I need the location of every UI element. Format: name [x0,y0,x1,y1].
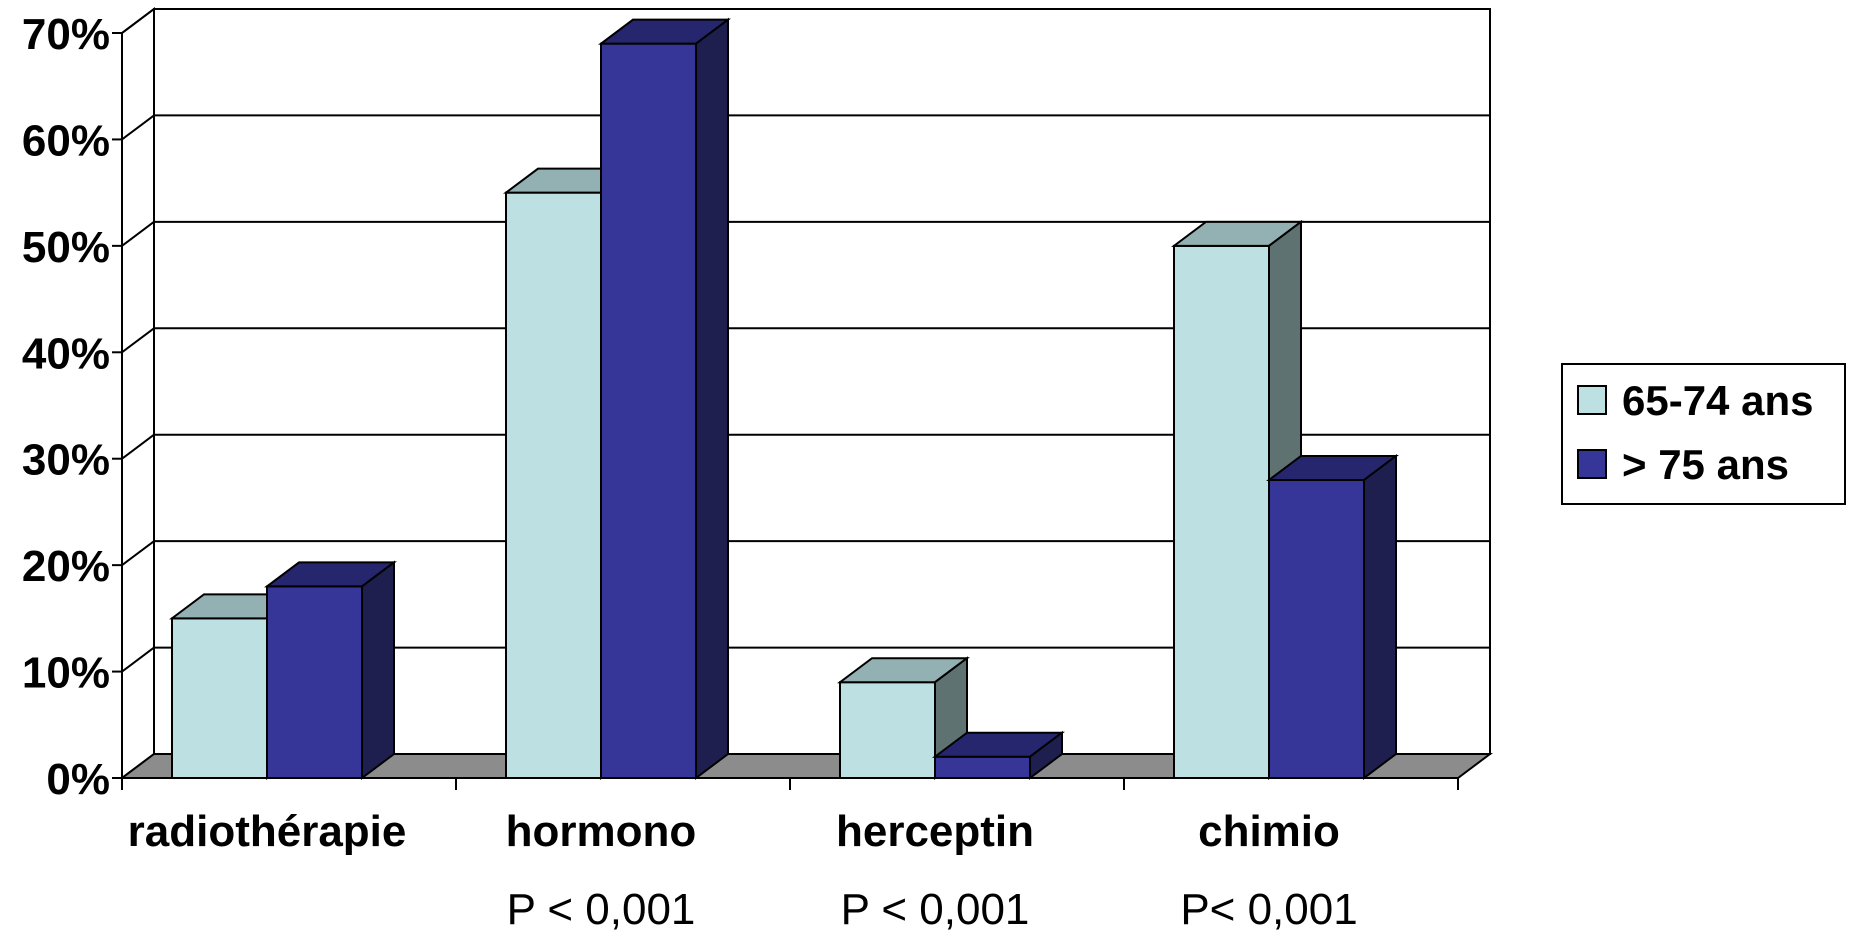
legend-swatch [1577,449,1607,479]
gridline-side [121,221,155,247]
y-tick-label: 30% [22,436,110,485]
x-axis: radiothérapie hormono P < 0,001 herceptin P … [121,777,1459,934]
x-category-label: radiothérapie [128,807,407,856]
legend: 65-74 ans > 75 ans [1561,363,1846,505]
bar-side [1029,730,1063,780]
gridline-side [121,433,155,460]
side-wall [121,7,155,780]
y-tick-label: 60% [22,116,110,165]
x-category-label: herceptin [836,807,1034,856]
legend-label: 65-74 ans [1622,377,1813,424]
p-value-label: P< 0,001 [1180,885,1357,934]
bar-side [361,560,395,780]
p-value-label: P < 0,001 [507,885,696,934]
bar [1266,454,1399,780]
bar [932,730,1065,780]
x-category-label: hormono [506,807,697,856]
legend-swatch [1577,385,1607,415]
gridline-side [121,540,155,566]
bar [598,17,731,780]
p-value-label: P < 0,001 [841,885,1030,934]
y-tick-label: 50% [22,223,110,272]
legend-label: > 75 ans [1622,441,1789,488]
gridline-side [121,8,155,34]
bar-front [171,617,268,779]
bar-side [1363,454,1397,780]
y-tick-label: 40% [22,329,110,378]
bar-front [839,681,936,780]
bar-front [505,191,602,779]
gridline-side [121,114,155,141]
bar-front [600,42,697,779]
bar-side [695,17,729,780]
legend-box [1561,363,1846,505]
bar [264,560,397,780]
gridline-side [121,646,155,673]
y-tick-label: 70% [22,10,110,59]
gridline-side [121,327,155,354]
bar-front [1268,479,1365,779]
bar-front [934,755,1031,780]
y-tick-label: 10% [22,649,110,698]
x-category-label: chimio [1198,807,1340,856]
bar-front [1173,244,1270,780]
y-tick-label: 20% [22,542,110,591]
y-tick-label: 0% [46,755,110,804]
bar-front [266,585,363,780]
y-axis: 0% 10% 20% 30% 40% 50% 60% 70% [22,10,123,804]
bars [169,17,1399,780]
